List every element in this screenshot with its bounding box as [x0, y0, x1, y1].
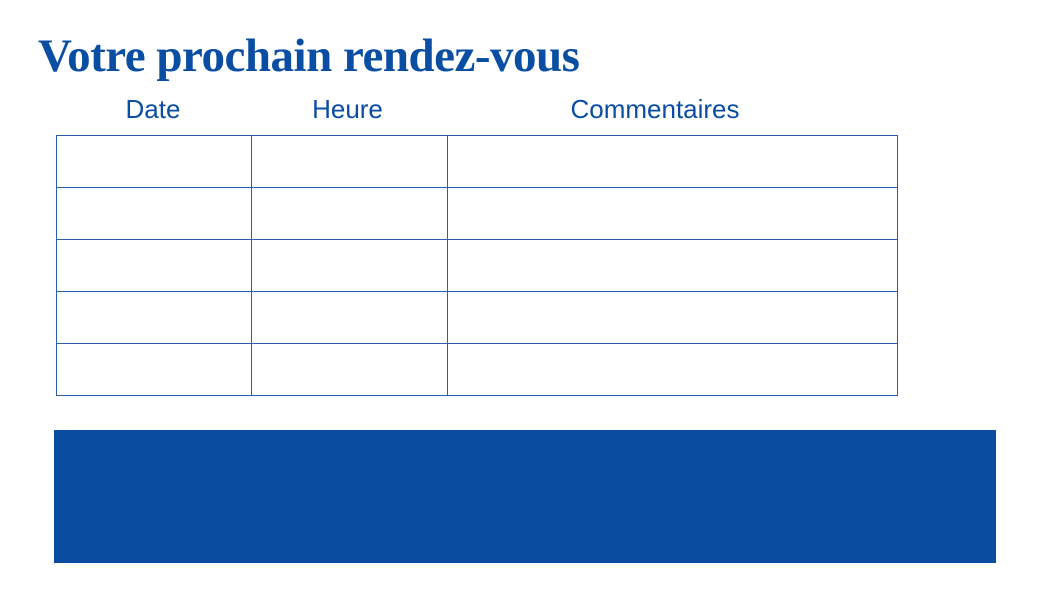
column-header-commentaires: Commentaires [570, 94, 740, 124]
table-cell-commentaires[interactable] [447, 291, 898, 344]
table-cell-date[interactable] [56, 343, 252, 396]
table-row [56, 343, 898, 396]
table-cell-commentaires[interactable] [447, 135, 898, 188]
table-cell-date[interactable] [56, 187, 252, 240]
column-header-date: Date [125, 94, 181, 124]
table-cell-heure[interactable] [251, 343, 448, 396]
table-row [56, 291, 898, 344]
table-row [56, 135, 898, 188]
table-cell-heure[interactable] [251, 239, 448, 292]
table-cell-date[interactable] [56, 239, 252, 292]
table-cell-commentaires[interactable] [447, 239, 898, 292]
footer-banner [54, 430, 996, 563]
table-cell-commentaires[interactable] [447, 187, 898, 240]
table-row [56, 239, 898, 292]
table-cell-heure[interactable] [251, 135, 448, 188]
table-cell-heure[interactable] [251, 291, 448, 344]
column-header-heure: Heure [312, 94, 383, 124]
table-cell-commentaires[interactable] [447, 343, 898, 396]
page-title: Votre prochain rendez-vous [38, 30, 580, 82]
table-cell-date[interactable] [56, 135, 252, 188]
table-cell-heure[interactable] [251, 187, 448, 240]
table-cell-date[interactable] [56, 291, 252, 344]
appointment-table [56, 135, 898, 396]
table-row [56, 187, 898, 240]
